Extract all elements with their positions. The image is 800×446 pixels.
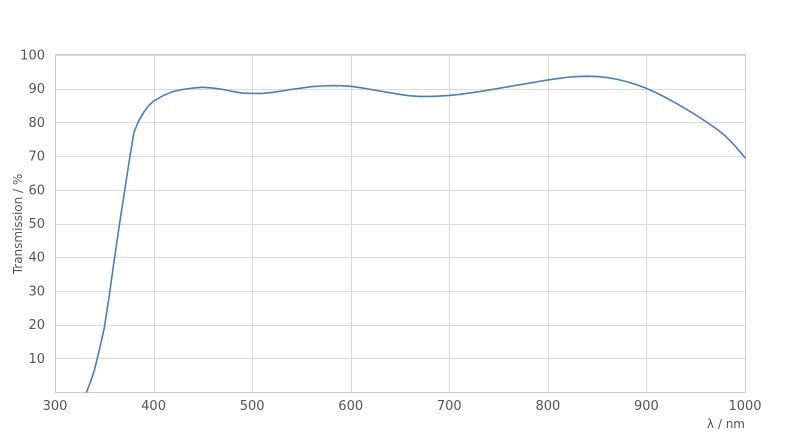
y-tick-90: 90: [28, 82, 45, 97]
y-tick-80: 80: [28, 116, 45, 131]
y-axis-title: Transmission / %: [11, 174, 25, 276]
y-tick-30: 30: [28, 284, 45, 299]
y-tick-50: 50: [28, 217, 45, 232]
y-tick-20: 20: [28, 318, 45, 333]
x-tick-900: 900: [634, 399, 659, 414]
x-axis-title: λ / nm: [707, 417, 745, 431]
vertical-gridlines: [154, 55, 647, 392]
x-tick-700: 700: [437, 399, 462, 414]
y-tick-60: 60: [28, 183, 45, 198]
horizontal-gridlines: [55, 55, 745, 359]
transmission-curve: [85, 75, 746, 393]
y-tick-40: 40: [28, 251, 45, 266]
y-tick-100: 100: [20, 49, 45, 64]
x-axis-tick-labels: 300 400 500 600 700 800 900 1000: [43, 399, 762, 414]
x-tick-400: 400: [141, 399, 166, 414]
x-tick-300: 300: [43, 399, 68, 414]
x-tick-500: 500: [240, 399, 265, 414]
y-axis-tick-labels: 10 20 30 40 50 60 70 80 90 100: [20, 49, 45, 367]
x-tick-600: 600: [338, 399, 363, 414]
plot-area-frame: [55, 54, 746, 393]
x-tick-1000: 1000: [728, 399, 761, 414]
y-tick-10: 10: [28, 352, 45, 367]
x-tick-800: 800: [535, 399, 560, 414]
y-tick-70: 70: [28, 150, 45, 165]
